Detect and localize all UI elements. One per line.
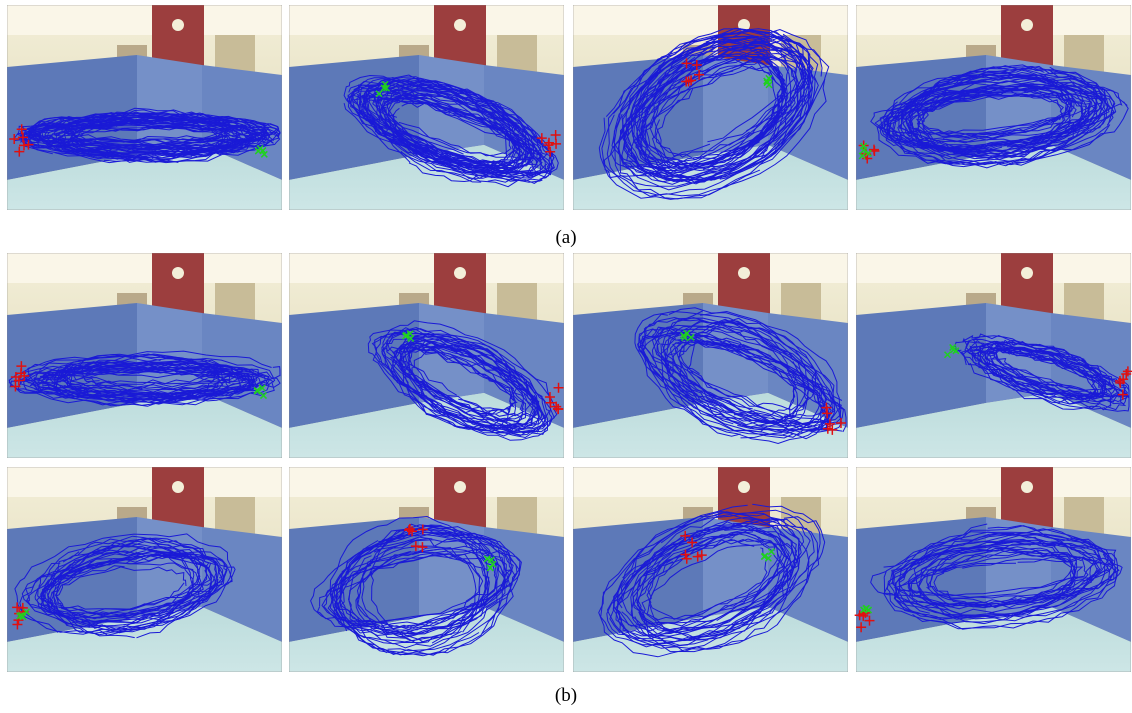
figure: (a) (b)	[0, 0, 1132, 713]
scene-image	[289, 253, 564, 458]
caption: (b)	[555, 685, 577, 706]
trajectory-panel	[856, 253, 1132, 458]
trajectory-panel	[856, 5, 1131, 210]
trajectory-panel	[573, 253, 848, 458]
trajectory-panel	[7, 467, 282, 672]
trajectory-panel	[289, 467, 564, 672]
trajectory-panel	[7, 5, 282, 210]
scene-image	[7, 5, 282, 210]
trajectory-panel	[289, 253, 564, 458]
panels	[7, 5, 1132, 672]
caption: (a)	[555, 227, 576, 248]
trajectory-panel	[7, 253, 282, 458]
trajectory-panel	[573, 5, 848, 210]
trajectory-panel	[573, 467, 848, 672]
trajectory-panel	[855, 467, 1131, 672]
scene-image	[289, 467, 564, 672]
scene-image	[289, 5, 564, 210]
trajectory-panel	[289, 5, 564, 210]
